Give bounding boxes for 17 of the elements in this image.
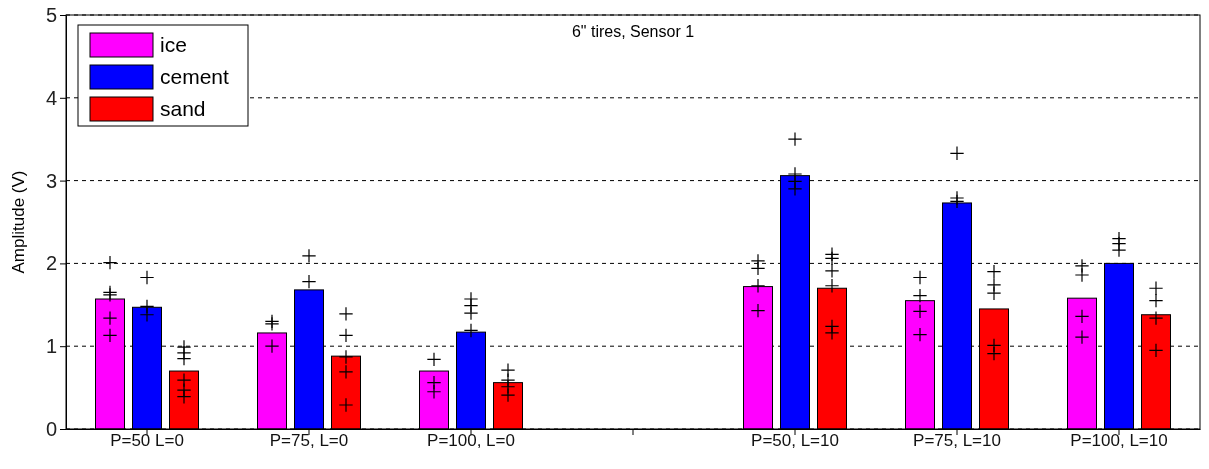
y-tick-label: 5	[45, 3, 57, 26]
x-tick-label: P=50 L=0	[110, 431, 184, 451]
y-tick-label: 3	[45, 169, 57, 192]
y-tick-label: 0	[45, 417, 57, 440]
x-tick-label: P=75, L=0	[269, 431, 349, 451]
text: 6" tires, Sensor 1	[571, 23, 695, 40]
x-tick-label: P=50, L=10	[751, 431, 839, 451]
legend-label: ice	[160, 33, 187, 56]
y-axis-title: Amplitude (V)	[9, 170, 28, 274]
y-tick-label: 2	[45, 252, 57, 275]
y-tick-label: 4	[45, 86, 57, 109]
legend-label: cement	[160, 65, 230, 88]
x-tick-label: P=75, L=10	[913, 431, 1001, 451]
legend-label: sand	[160, 97, 206, 120]
x-tick-label: P=100, L=0	[427, 431, 515, 451]
y-tick-label: 1	[45, 335, 57, 358]
x-tick-label: P=100, L=10	[1070, 431, 1168, 451]
